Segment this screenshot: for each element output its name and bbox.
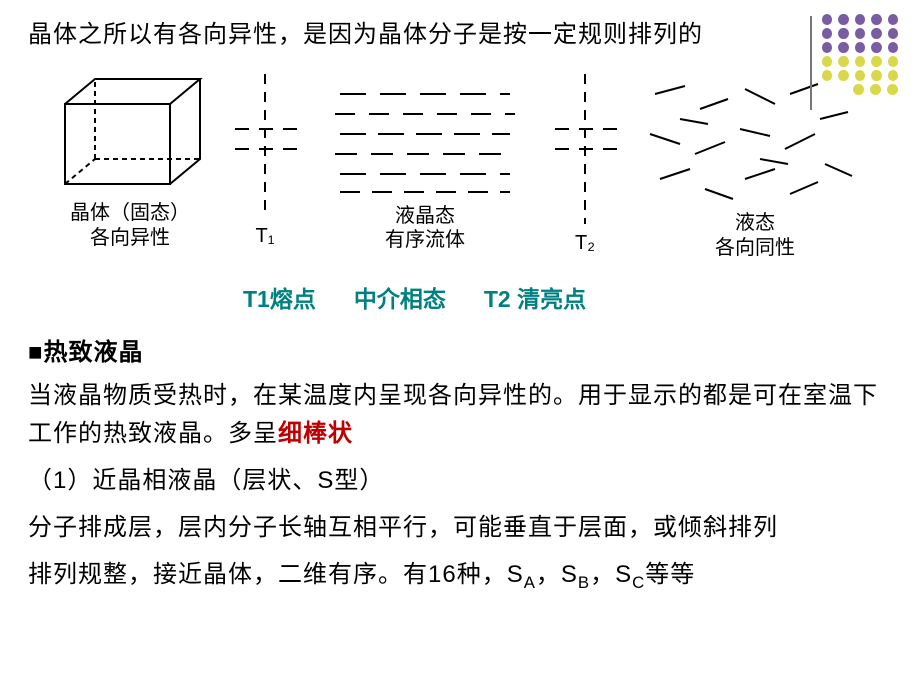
fig-t2-label: T₂: [575, 232, 595, 254]
thermotropic-para-plain: 当液晶物质受热时，在某温度内呈现各向异性的。用于显示的都是可在室温下工作的热致液…: [28, 382, 878, 446]
decor-dot-grid: [822, 14, 898, 98]
decor-dot: [838, 42, 848, 53]
decor-dot-row: [822, 84, 898, 95]
decor-dot: [838, 70, 848, 81]
fig-stage3-line1: 液态: [735, 211, 775, 234]
item1-p2-sub-a: A: [524, 573, 536, 592]
decor-dot: [887, 84, 898, 95]
decor-dot: [838, 14, 848, 25]
item1-p2-sub-c: C: [632, 573, 645, 592]
fig-stage2-line1: 液晶态: [395, 204, 455, 227]
decor-dot: [870, 84, 881, 95]
phase-labels-row: T1熔点 中介相态 T2 清亮点: [28, 280, 892, 314]
phase-t2: T2 清亮点: [484, 280, 586, 314]
fig-t1-label: T₁: [256, 225, 275, 247]
phase-mid: 中介相态: [354, 280, 446, 314]
decor-dot: [871, 14, 881, 25]
decor-dot: [855, 28, 865, 39]
decor-dot: [871, 70, 881, 81]
phase-t1: T1熔点: [243, 280, 316, 314]
decor-dot: [888, 56, 898, 67]
decor-dot: [855, 56, 865, 67]
thermotropic-heading-text: 热致液晶: [44, 339, 144, 366]
decor-dot-row: [822, 56, 898, 67]
item1-p2-sep2: ，S: [590, 561, 632, 588]
thermotropic-para-red: 细棒状: [278, 420, 353, 447]
item1-p2: 排列规整，接近晶体，二维有序。有16种，SA，SB，SC等等: [28, 556, 892, 596]
decor-dot: [855, 70, 865, 81]
item1-title: （1）近晶相液晶（层状、S型）: [28, 462, 892, 499]
decor-dot-row: [822, 70, 898, 81]
decor-dot: [822, 56, 832, 67]
item1-p2-sub-b: B: [578, 573, 590, 592]
item1-p2-prefix: 排列规整，接近晶体，二维有序。有16种，S: [28, 561, 524, 588]
decor-vertical-bar: [810, 16, 812, 110]
fig-stage1-line1: 晶体（固态）: [70, 201, 190, 224]
decor-dot: [888, 14, 898, 25]
thermotropic-heading: ■热致液晶: [28, 332, 892, 367]
decor-dot: [822, 42, 832, 53]
fig-stage2-line2: 有序流体: [385, 228, 465, 251]
intro-text: 晶体之所以有各向异性，是因为晶体分子是按一定规则排列的: [28, 16, 892, 54]
decor-dot: [888, 28, 898, 39]
decor-dot: [871, 28, 881, 39]
decor-dot: [871, 56, 881, 67]
slide-root: 晶体之所以有各向异性，是因为晶体分子是按一定规则排列的 晶体（固态） 各向异性 …: [0, 0, 920, 690]
decor-dot-row: [822, 42, 898, 53]
decor-dot: [888, 42, 898, 53]
fig-stage1-line2: 各向异性: [90, 226, 170, 249]
item1-p2-sep1: ，S: [536, 561, 578, 588]
bullet-square-icon: ■: [28, 339, 44, 366]
thermotropic-para: 当液晶物质受热时，在某温度内呈现各向异性的。用于显示的都是可在室温下工作的热致液…: [28, 377, 892, 451]
decor-dot: [822, 14, 832, 25]
state-transition-figure: 晶体（固态） 各向异性 T₁ 液晶态 有序流体 T₂: [28, 64, 892, 274]
decor-dot: [855, 14, 865, 25]
decor-dot: [855, 42, 865, 53]
decor-dot: [871, 42, 881, 53]
decor-dot: [853, 84, 864, 95]
decor-dot: [822, 70, 832, 81]
item1-p1: 分子排成层，层内分子长轴互相平行，可能垂直于层面，或倾斜排列: [28, 509, 892, 546]
item1-p2-suffix: 等等: [645, 561, 695, 588]
decor-dot: [838, 28, 848, 39]
decor-dot-row: [822, 28, 898, 39]
decor-dot: [838, 56, 848, 67]
decor-dot-row: [822, 14, 898, 25]
decor-dot: [888, 70, 898, 81]
fig-stage3-line2: 各向同性: [715, 236, 795, 259]
decor-dot: [822, 28, 832, 39]
